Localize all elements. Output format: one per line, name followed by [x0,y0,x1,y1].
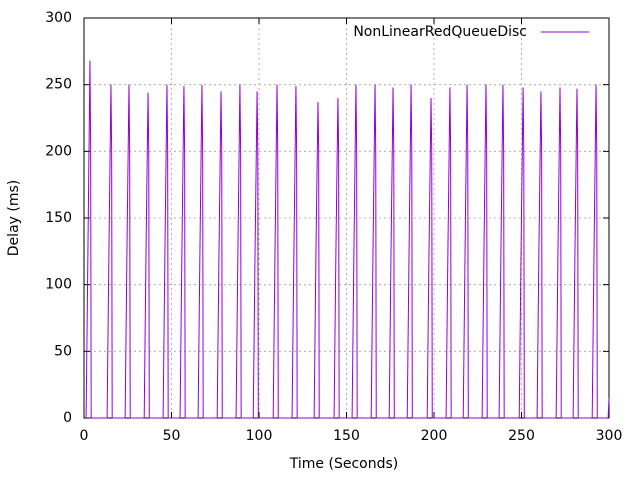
x-tick-label: 150 [333,428,360,444]
y-tick-label: 0 [63,410,72,426]
x-tick-label: 300 [596,428,623,444]
y-tick-label: 150 [45,210,72,226]
y-tick-label: 300 [45,10,72,26]
legend-label: NonLinearRedQueueDisc [353,24,527,40]
data-line [85,60,610,419]
y-axis-label: Delay (ms) [6,180,22,256]
x-tick-label: 0 [80,428,89,444]
y-tick-label: 100 [45,277,72,293]
x-tick-label: 50 [163,428,181,444]
x-axis-label: Time (Seconds) [289,456,398,472]
x-tick-label: 250 [508,428,535,444]
x-tick-label: 200 [421,428,448,444]
x-tick-label: 100 [246,428,273,444]
y-tick-label: 200 [45,143,72,159]
y-tick-label: 50 [54,343,72,359]
y-tick-label: 250 [45,77,72,93]
